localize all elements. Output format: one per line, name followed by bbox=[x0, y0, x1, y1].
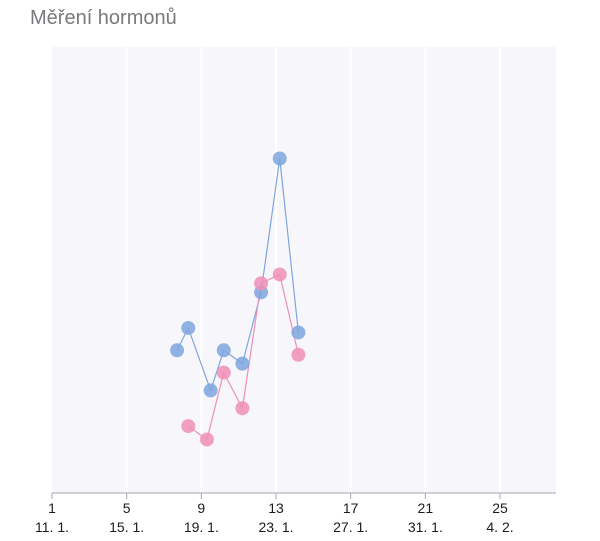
tick-label-day: 17 bbox=[343, 500, 359, 516]
tick-label-date: 4. 2. bbox=[486, 519, 513, 535]
chart-title: Měření hormonů bbox=[30, 7, 177, 29]
data-point[interactable] bbox=[181, 419, 196, 434]
tick-label-date: 31. 1. bbox=[408, 519, 443, 535]
tick-label-day: 9 bbox=[197, 500, 205, 516]
tick-label-date: 15. 1. bbox=[109, 519, 144, 535]
data-point[interactable] bbox=[272, 267, 287, 282]
data-point[interactable] bbox=[199, 432, 214, 447]
tick-label-day: 1 bbox=[48, 500, 56, 516]
data-point[interactable] bbox=[291, 325, 306, 340]
series-group bbox=[170, 151, 306, 447]
data-point[interactable] bbox=[235, 356, 250, 371]
tick-label-date: 11. 1. bbox=[35, 519, 69, 535]
data-point[interactable] bbox=[272, 151, 287, 166]
x-ticks: 1 11. 1. 5 15. 1. 9 19. 1. 13 23. 1. 17 27. 1. 21 3… bbox=[35, 493, 514, 535]
tick-label-day: 13 bbox=[268, 500, 284, 516]
data-point[interactable] bbox=[203, 383, 218, 398]
tick-label-day: 21 bbox=[418, 500, 434, 516]
tick-label-day: 25 bbox=[492, 500, 508, 516]
data-point[interactable] bbox=[216, 365, 231, 380]
data-point[interactable] bbox=[181, 320, 196, 335]
tick-label-date: 27. 1. bbox=[333, 519, 368, 535]
data-point[interactable] bbox=[291, 347, 306, 362]
grid-lines bbox=[125, 47, 501, 493]
tick-label-date: 19. 1. bbox=[184, 519, 219, 535]
plot-area bbox=[52, 47, 556, 493]
data-point[interactable] bbox=[254, 276, 269, 291]
data-point[interactable] bbox=[216, 343, 231, 358]
data-point[interactable] bbox=[235, 401, 250, 416]
data-point[interactable] bbox=[170, 343, 185, 358]
tick-label-day: 5 bbox=[123, 500, 131, 516]
series-line-0 bbox=[176, 158, 299, 393]
tick-label-date: 23. 1. bbox=[258, 519, 293, 535]
